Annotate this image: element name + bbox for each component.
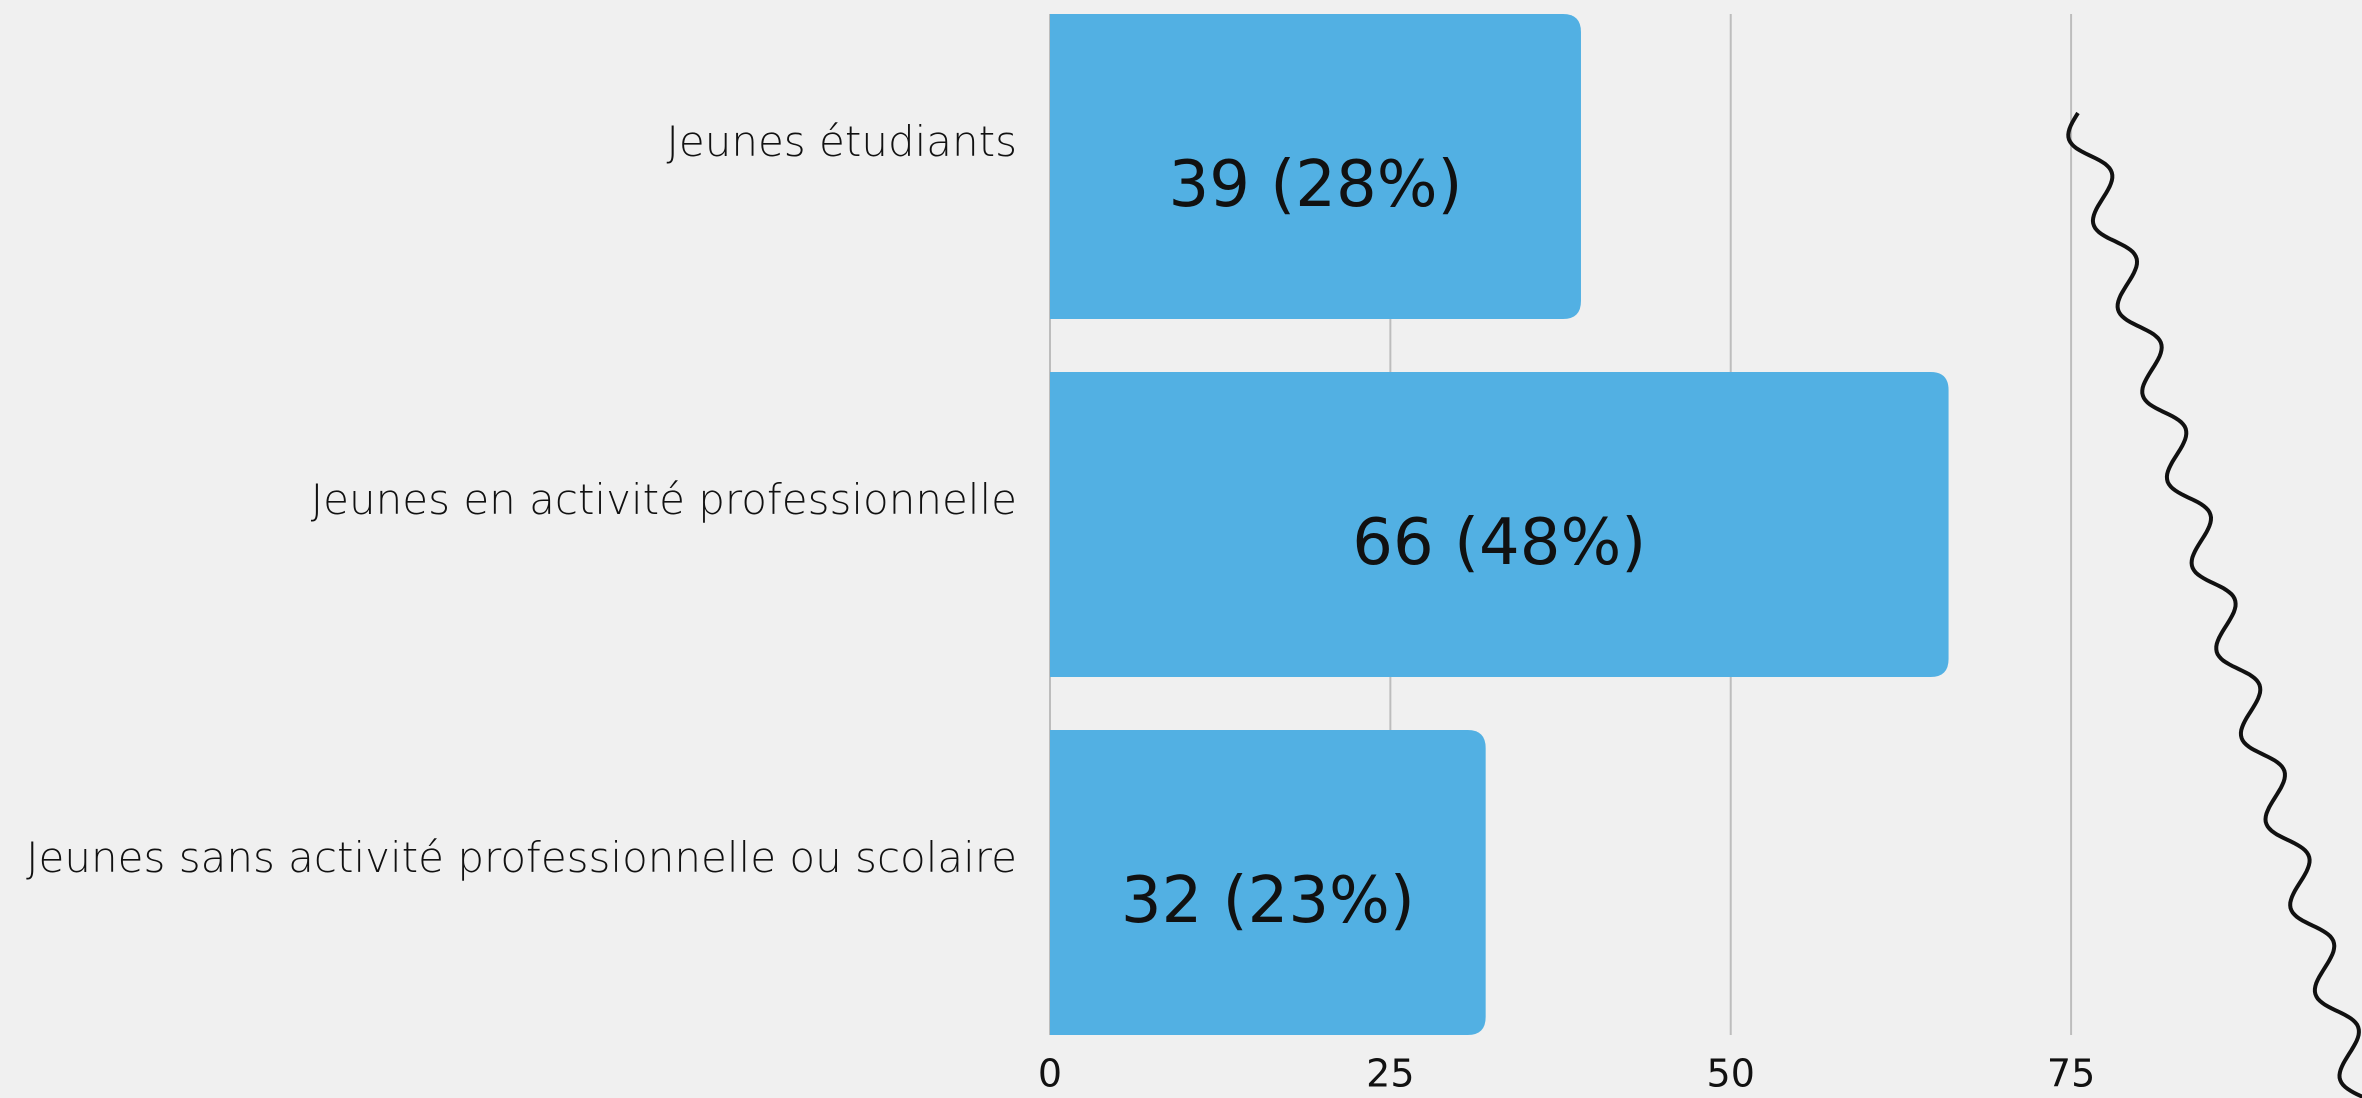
x-tick-label: 25 [1366,1052,1414,1096]
chart: 0 25 50 75 Jeunes étudiants 39 (28%) Jeunes en… [0,0,2362,1098]
x-tick-label: 75 [2047,1052,2095,1096]
x-tick-label: 50 [1707,1052,1755,1096]
value-label: 39 (28%) [1169,148,1463,222]
page: 0 25 50 75 Jeunes étudiants 39 (28%) Jeunes en… [0,0,2362,1098]
value-label: 32 (23%) [1121,864,1415,938]
value-label: 66 (48%) [1352,506,1646,580]
category-label: Jeunes en activité professionnelle [311,475,1017,524]
x-tick-label: 0 [1038,1052,1062,1096]
category-label: Jeunes sans activité professionnelle ou … [26,833,1017,882]
category-label: Jeunes étudiants [667,117,1018,166]
